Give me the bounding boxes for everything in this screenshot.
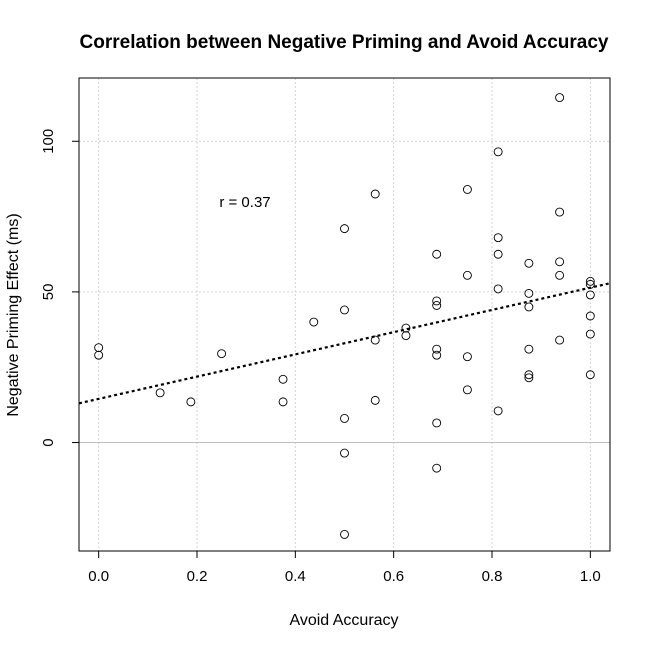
data-point — [432, 296, 442, 306]
data-point — [401, 331, 411, 341]
x-tick-label: 0.0 — [88, 568, 109, 585]
data-point — [217, 349, 227, 359]
data-point — [585, 370, 595, 380]
data-point — [462, 352, 472, 362]
data-point — [340, 413, 349, 423]
x-axis-label: Avoid Accuracy — [289, 612, 398, 629]
data-point — [432, 463, 442, 473]
x-tick-label: 0.6 — [383, 568, 404, 585]
data-point — [524, 373, 534, 383]
y-tick-label: 0 — [40, 438, 57, 446]
data-point — [585, 290, 595, 300]
data-point — [493, 284, 503, 294]
data-point — [432, 301, 442, 310]
data-point — [309, 317, 319, 327]
data-point — [370, 189, 380, 199]
data-point — [493, 147, 503, 157]
data-point — [340, 448, 349, 458]
x-tick-label: 0.8 — [482, 568, 503, 585]
correlation-annotation: r = 0.37 — [219, 194, 270, 211]
data-point — [155, 388, 165, 398]
data-point — [524, 258, 534, 268]
data-point — [493, 249, 503, 259]
data-point — [555, 93, 565, 103]
data-point — [585, 279, 595, 289]
data-point — [370, 395, 380, 405]
data-point — [278, 397, 288, 407]
regression-line-group — [78, 282, 611, 405]
data-point — [432, 249, 442, 259]
data-point — [432, 344, 442, 354]
x-axis: 0.0 0.2 0.4 0.6 0.8 1.0 — [88, 550, 601, 585]
data-point — [432, 418, 442, 428]
data-point — [278, 374, 288, 384]
data-point — [493, 406, 503, 416]
x-tick-label: 1.0 — [580, 568, 601, 585]
data-point — [524, 370, 534, 380]
data-point — [462, 185, 472, 194]
data-point — [493, 233, 503, 243]
data-point — [94, 343, 104, 353]
data-points — [94, 93, 595, 539]
data-point — [370, 335, 380, 345]
y-tick-label: 100 — [40, 129, 57, 154]
data-point — [555, 257, 565, 267]
chart-title: Correlation between Negative Priming and… — [80, 32, 609, 53]
data-point — [94, 350, 104, 360]
y-axis-label: Negative Priming Effect (ms) — [5, 213, 22, 416]
data-point — [555, 270, 565, 280]
data-point — [401, 323, 411, 333]
data-point — [462, 385, 472, 395]
data-point — [524, 302, 534, 312]
data-point — [585, 311, 595, 321]
data-point — [186, 397, 196, 407]
data-point — [524, 344, 534, 354]
data-point — [555, 207, 565, 217]
data-point — [462, 270, 472, 280]
data-point — [340, 305, 349, 315]
data-point — [432, 350, 442, 360]
data-point — [585, 276, 595, 286]
x-tick-label: 0.4 — [285, 568, 306, 585]
regression-line — [78, 282, 611, 405]
data-point — [524, 288, 534, 298]
y-axis: 0 50 100 — [40, 129, 80, 447]
data-point — [340, 529, 349, 539]
data-point — [555, 335, 565, 345]
data-point — [340, 224, 349, 234]
data-point — [585, 329, 595, 339]
x-tick-label: 0.2 — [187, 568, 208, 585]
y-tick-label: 50 — [40, 284, 57, 301]
